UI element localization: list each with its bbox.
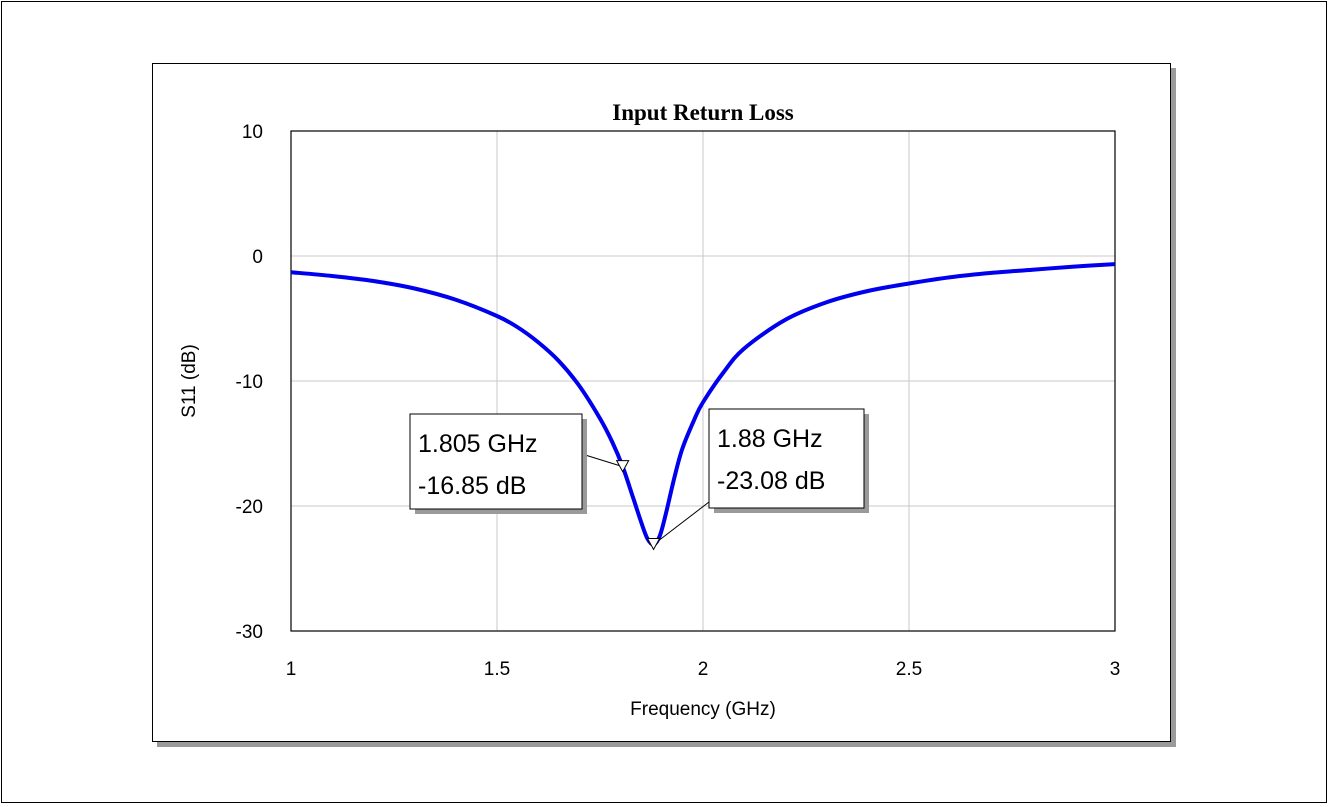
plot-area-border	[290, 130, 1116, 632]
marker-1: 1.805 GHz -16.85 dB	[409, 413, 630, 514]
y-tick-label: 10	[242, 122, 263, 143]
y-tick-label: 0	[252, 247, 263, 268]
markers-layer: 1.805 GHz -16.85 dB 1.88 GHz -23.08 dB	[409, 408, 869, 551]
y-tick-label: -20	[236, 497, 263, 518]
y-axis-label: S11 (dB)	[179, 344, 200, 418]
marker-leader-line	[653, 501, 710, 545]
marker-leader-line	[581, 453, 623, 468]
chart-title: Input Return Loss	[612, 100, 794, 125]
tick-labels: 1 1.5 2 2.5 3 10 0 -10 -20 -30	[236, 122, 1121, 680]
marker-triangle-icon	[615, 460, 630, 473]
x-tick-label: 2	[698, 659, 709, 680]
marker-db-label: -16.85 dB	[418, 472, 526, 500]
x-tick-label: 1	[286, 659, 297, 680]
x-axis-label: Frequency (GHz)	[630, 699, 776, 720]
marker-2: 1.88 GHz -23.08 dB	[646, 408, 869, 551]
y-tick-label: -10	[236, 372, 263, 393]
marker-callout-box	[409, 413, 583, 510]
marker-db-label: -23.08 dB	[717, 467, 825, 495]
x-tick-label: 1.5	[484, 659, 510, 680]
grid-lines	[291, 131, 1115, 631]
marker-frequency-label: 1.805 GHz	[418, 430, 538, 458]
marker-callout-box	[708, 408, 865, 509]
marker-triangle-icon	[646, 538, 661, 551]
x-tick-label: 2.5	[896, 659, 922, 680]
marker-frequency-label: 1.88 GHz	[717, 425, 823, 453]
x-tick-label: 3	[1110, 659, 1121, 680]
y-tick-label: -30	[236, 622, 263, 643]
chart-panel	[152, 63, 1171, 742]
